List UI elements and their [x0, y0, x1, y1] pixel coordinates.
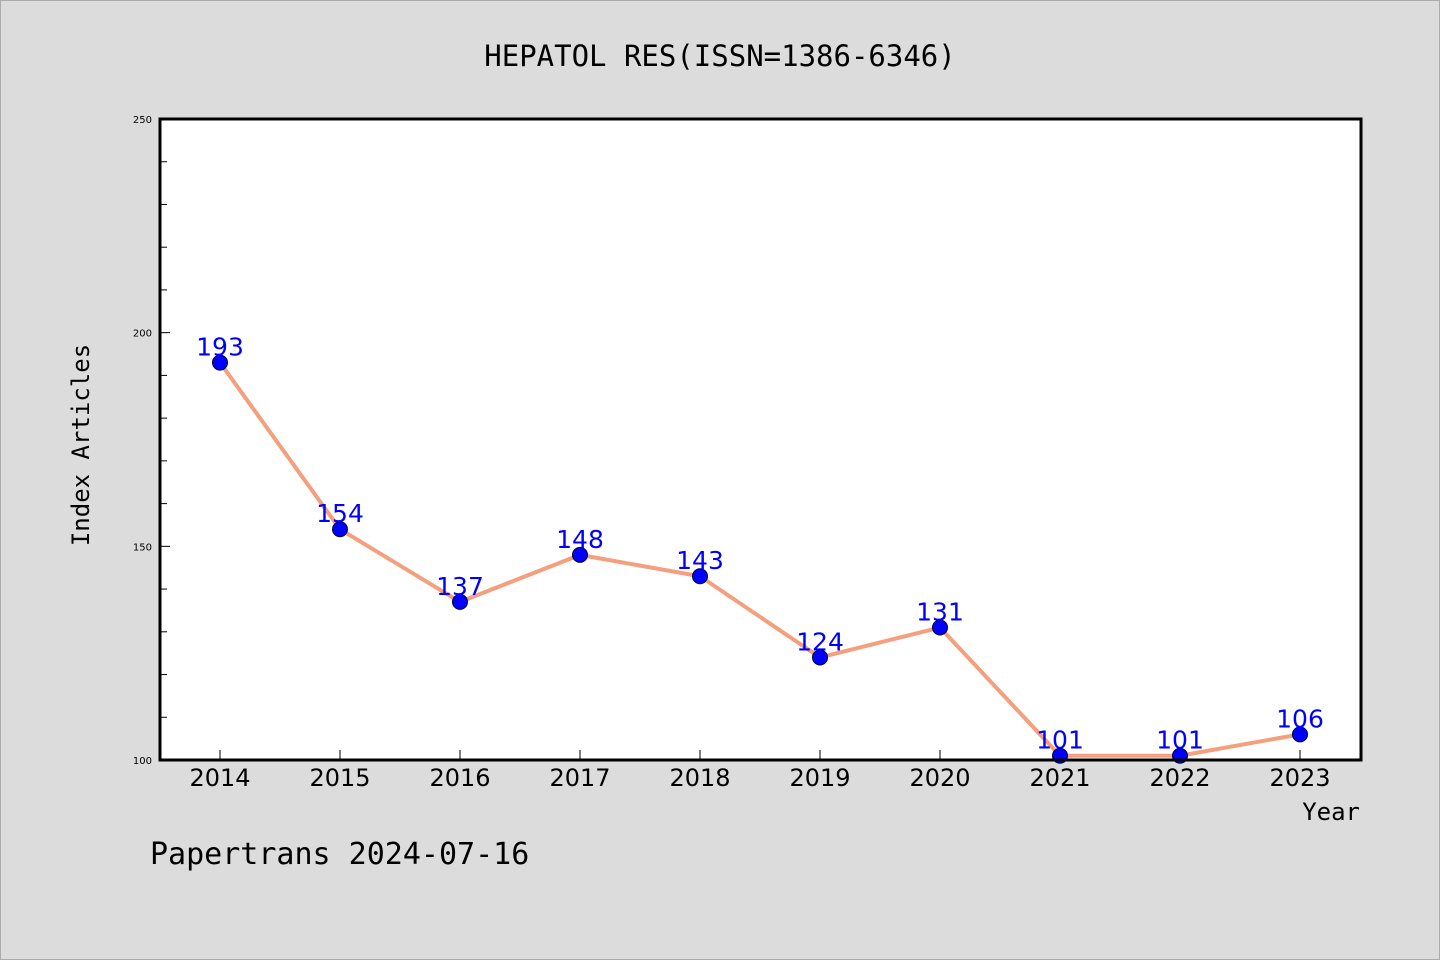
data-value-label: 101 [1036, 726, 1084, 755]
chart-title: HEPATOL RES(ISSN=1386-6346) [484, 39, 955, 73]
y-tick-label: 200 [133, 329, 152, 340]
data-point-marker [572, 546, 588, 563]
y-tick-label: 100 [133, 756, 152, 767]
y-axis-label: Index Articles [67, 344, 95, 546]
x-tick-label: 2014 [189, 764, 250, 792]
x-axis-ticks: 2014 2015 2016 2017 2018 2019 2020 2021 2022 2023 [189, 750, 1331, 792]
x-axis-label: Year [1302, 798, 1360, 826]
data-point-marker [212, 354, 228, 371]
data-markers [212, 354, 1308, 764]
data-point-marker [812, 649, 828, 666]
x-tick-label: 2021 [1029, 764, 1090, 792]
x-tick-label: 2020 [909, 764, 970, 792]
plot-frame [158, 117, 1363, 762]
data-point-marker [452, 593, 468, 610]
data-point-marker [692, 568, 708, 585]
data-value-label: 193 [196, 333, 244, 362]
plot-area [160, 119, 1361, 760]
data-value-label: 106 [1276, 704, 1324, 733]
series-line [218, 360, 1302, 758]
x-tick-label: 2023 [1269, 764, 1330, 792]
x-tick-label: 2017 [549, 764, 610, 792]
data-value-label: 148 [556, 525, 604, 554]
data-value-label: 154 [316, 499, 364, 528]
data-value-label: 124 [796, 627, 844, 656]
x-tick-label: 2018 [669, 764, 730, 792]
x-tick-label: 2022 [1149, 764, 1210, 792]
y-tick-label: 150 [133, 542, 152, 553]
x-tick-label: 2015 [309, 764, 370, 792]
footer-watermark: Papertrans 2024-07-16 [150, 837, 529, 872]
data-point-marker [1292, 726, 1308, 743]
data-value-label: 131 [916, 598, 964, 627]
y-tick-label: 250 [133, 115, 152, 126]
data-value-label: 101 [1156, 726, 1204, 755]
data-value-label: 137 [436, 572, 484, 601]
data-labels: 193 154 137 148 143 124 131 101 101 106 [196, 333, 1324, 755]
data-point-marker [332, 521, 348, 538]
x-tick-label: 2016 [429, 764, 490, 792]
data-value-label: 143 [676, 546, 724, 575]
data-point-marker [932, 619, 948, 636]
x-tick-label: 2019 [789, 764, 850, 792]
